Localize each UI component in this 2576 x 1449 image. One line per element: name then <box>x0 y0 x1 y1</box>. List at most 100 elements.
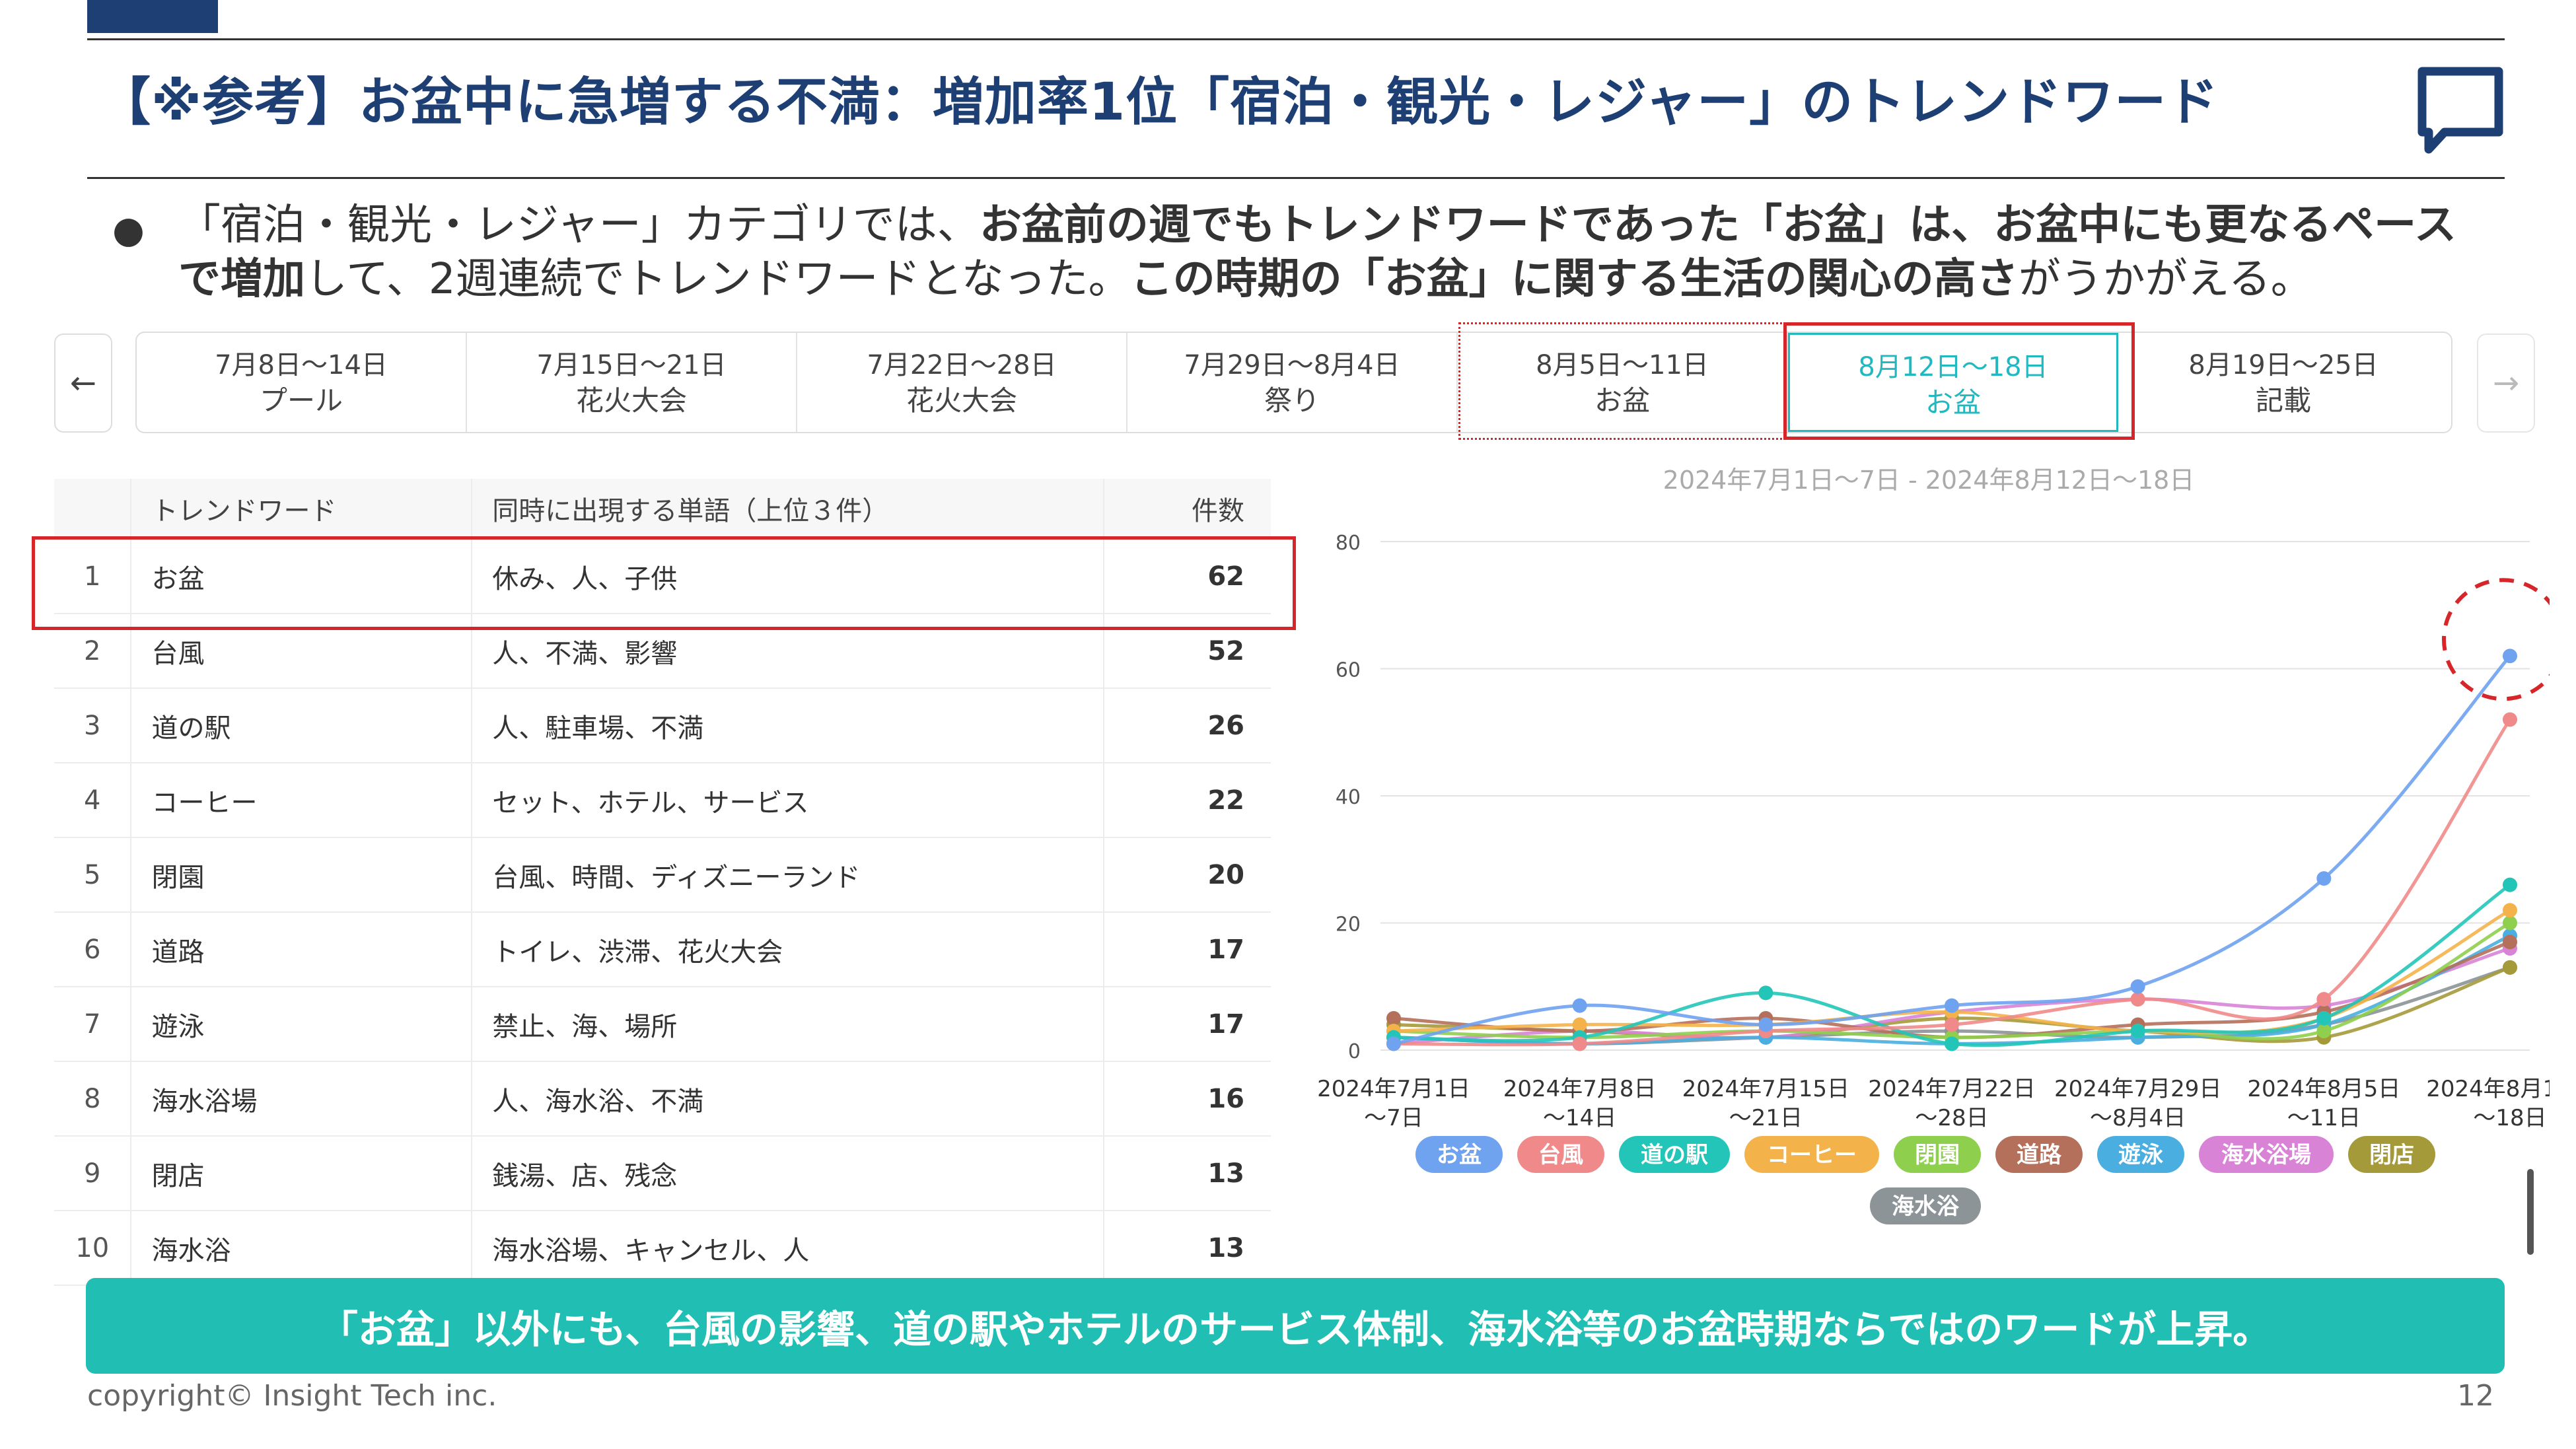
rank-cell: 1 <box>54 539 132 614</box>
x-tick-label: 2024年8月12日～18日 <box>2426 1076 2550 1131</box>
count-cell: 26 <box>1103 688 1271 763</box>
data-point <box>2503 903 2517 918</box>
week-tab-dates: 7月8日～14日 <box>215 350 388 380</box>
prev-week-button[interactable]: ← <box>54 334 112 433</box>
y-tick-label: 0 <box>1348 1040 1361 1063</box>
table-row: 7 遊泳 禁止、海、場所 17 <box>54 987 1271 1062</box>
x-tick-label: 2024年8月5日～11日 <box>2247 1076 2400 1131</box>
legend-item[interactable]: 海水浴 <box>1870 1187 1981 1224</box>
y-tick-label: 40 <box>1336 786 1361 809</box>
rank-cell: 3 <box>54 688 132 763</box>
data-point <box>2316 1010 2332 1026</box>
word-cell: 海水浴場 <box>131 1061 473 1137</box>
word-cell: コーヒー <box>131 763 473 838</box>
week-tab[interactable]: 8月12日～18日 お盆 <box>1788 333 2118 432</box>
arrow-right-icon: → <box>2492 365 2520 402</box>
legend-item[interactable]: 台風 <box>1517 1136 1604 1173</box>
legend-swatch <box>2348 1136 2435 1173</box>
legend-item[interactable]: 遊泳 <box>2097 1136 2184 1173</box>
rank-cell: 4 <box>54 763 132 838</box>
legend-label: 遊泳 <box>2118 1142 2163 1168</box>
rank-cell: 10 <box>54 1211 132 1286</box>
legend-swatch <box>1415 1136 1503 1173</box>
legend-item[interactable]: 閉園 <box>1894 1136 1981 1173</box>
data-point <box>2316 1024 2332 1039</box>
week-tab[interactable]: 7月8日～14日 プール <box>137 333 467 432</box>
word-cell: 海水浴 <box>131 1211 473 1286</box>
legend-scrollbar[interactable] <box>2527 1169 2534 1255</box>
week-tab[interactable]: 7月15日～21日 花火大会 <box>467 333 797 432</box>
legend-item[interactable]: コーヒー <box>1744 1136 1879 1173</box>
week-tab-dates: 7月22日～28日 <box>867 350 1057 380</box>
series-line <box>1393 654 2511 1045</box>
legend-swatch <box>1870 1187 1981 1224</box>
rank-cell: 6 <box>54 912 132 987</box>
table-row: 6 道路 トイレ、渋滞、花火大会 17 <box>54 912 1271 987</box>
legend-label: 道の駅 <box>1641 1142 1708 1168</box>
week-tab[interactable]: 7月29日～8月4日 祭り <box>1127 333 1458 432</box>
week-tab-word: お盆 <box>1594 384 1650 417</box>
page-number: 12 <box>2457 1379 2494 1413</box>
cooccur-cell: 休み、人、子供 <box>472 539 1104 614</box>
x-tick-label: 2024年7月22日～28日 <box>1868 1076 2035 1131</box>
legend-item[interactable]: 道の駅 <box>1619 1136 1730 1173</box>
legend-swatch <box>2199 1136 2334 1173</box>
summary-emphasis: お盆前の週でもトレンドワードであった「お盆」は、お盆中にも更なるペースで増加 <box>178 201 2456 304</box>
x-tick-label: 2024年7月29日～8月4日 <box>2054 1076 2221 1131</box>
x-tick-label: 2024年7月8日～14日 <box>1503 1076 1657 1131</box>
legend-swatch <box>2097 1136 2184 1173</box>
count-cell: 13 <box>1103 1136 1271 1211</box>
legend-item[interactable]: お盆 <box>1415 1136 1503 1173</box>
cooccur-cell: 台風、時間、ディズニーランド <box>472 837 1104 913</box>
table-row: 8 海水浴場 人、海水浴、不満 16 <box>54 1061 1271 1137</box>
legend-item[interactable]: 海水浴場 <box>2199 1136 2334 1173</box>
rank-cell: 7 <box>54 987 132 1062</box>
week-tab-word: 花火大会 <box>906 384 1017 417</box>
trend-word-table: トレンドワード 同時に出現する単語（上位３件） 件数 1 お盆 休み、人、子供 62 2… <box>54 479 1271 1286</box>
cooccur-cell: 禁止、海、場所 <box>472 987 1104 1062</box>
legend-swatch <box>1894 1136 1981 1173</box>
count-cell: 52 <box>1103 614 1271 689</box>
data-point <box>1572 998 1587 1013</box>
count-cell: 16 <box>1103 1061 1271 1137</box>
week-tab[interactable]: 8月19日～25日 記載 <box>2118 333 2449 432</box>
week-tab-bar: 7月8日～14日 プール 7月15日～21日 花火大会 7月22日～28日 花火大会 7月2… <box>135 332 2452 433</box>
summary-segment: 「宿泊・観光・レジャー」カテゴリでは、 <box>178 201 980 250</box>
table-header-row: トレンドワード 同時に出現する単語（上位３件） 件数 <box>54 479 1271 540</box>
next-week-button[interactable]: → <box>2477 334 2535 433</box>
week-tab[interactable]: 7月22日～28日 花火大会 <box>797 333 1127 432</box>
table-row: 1 お盆 休み、人、子供 62 <box>54 539 1271 614</box>
y-tick-label: 20 <box>1336 913 1361 937</box>
week-tab-dates: 8月5日～11日 <box>1536 350 1709 380</box>
legend-label: 海水浴 <box>1892 1193 1960 1220</box>
count-cell: 17 <box>1103 987 1271 1062</box>
week-tab-word: 祭り <box>1264 384 1320 417</box>
arrow-left-icon: ← <box>69 365 97 402</box>
data-point <box>2503 915 2517 931</box>
table-row: 5 閉園 台風、時間、ディズニーランド 20 <box>54 837 1271 913</box>
cooccur-cell: 海水浴場、キャンセル、人 <box>472 1211 1104 1286</box>
data-point <box>1945 1036 1959 1051</box>
chat-bubble-icon <box>2417 67 2503 154</box>
title-divider <box>87 177 2505 179</box>
legend-item[interactable]: 閉店 <box>2348 1136 2435 1173</box>
x-tick-label: 2024年7月15日～21日 <box>1682 1076 1849 1131</box>
summary-text: 「宿泊・観光・レジャー」カテゴリでは、お盆前の週でもトレンドワードであった「お盆… <box>178 198 2464 306</box>
cooccur-cell: 人、不満、影響 <box>472 614 1104 689</box>
cooccur-cell: 銭湯、店、残念 <box>472 1136 1104 1211</box>
cooccur-cell: セット、ホテル、サービス <box>472 763 1104 838</box>
data-point <box>2130 1024 2145 1039</box>
table-row: 3 道の駅 人、駐車場、不満 26 <box>54 688 1271 763</box>
week-tab[interactable]: 8月5日～11日 お盆 <box>1458 333 1788 432</box>
word-cell: 道路 <box>131 912 473 987</box>
rank-cell: 2 <box>54 614 132 689</box>
legend-label: 台風 <box>1538 1142 1583 1168</box>
trend-line-chart: 2024年7月1日～7日 - 2024年8月12日～18日 0 20 40 60 80 20… <box>1317 466 2550 1224</box>
cooccur-cell: トイレ、渋滞、花火大会 <box>472 912 1104 987</box>
cooccur-cell: 人、海水浴、不満 <box>472 1061 1104 1137</box>
legend-item[interactable]: 道路 <box>1995 1136 2083 1173</box>
week-tab-word: 記載 <box>2255 384 2311 417</box>
summary-segment: して、2週連続でトレンドワードとなった。 <box>305 255 1131 304</box>
week-tab-word: プール <box>259 384 343 417</box>
summary-segment: がうかがえる。 <box>2018 255 2313 304</box>
